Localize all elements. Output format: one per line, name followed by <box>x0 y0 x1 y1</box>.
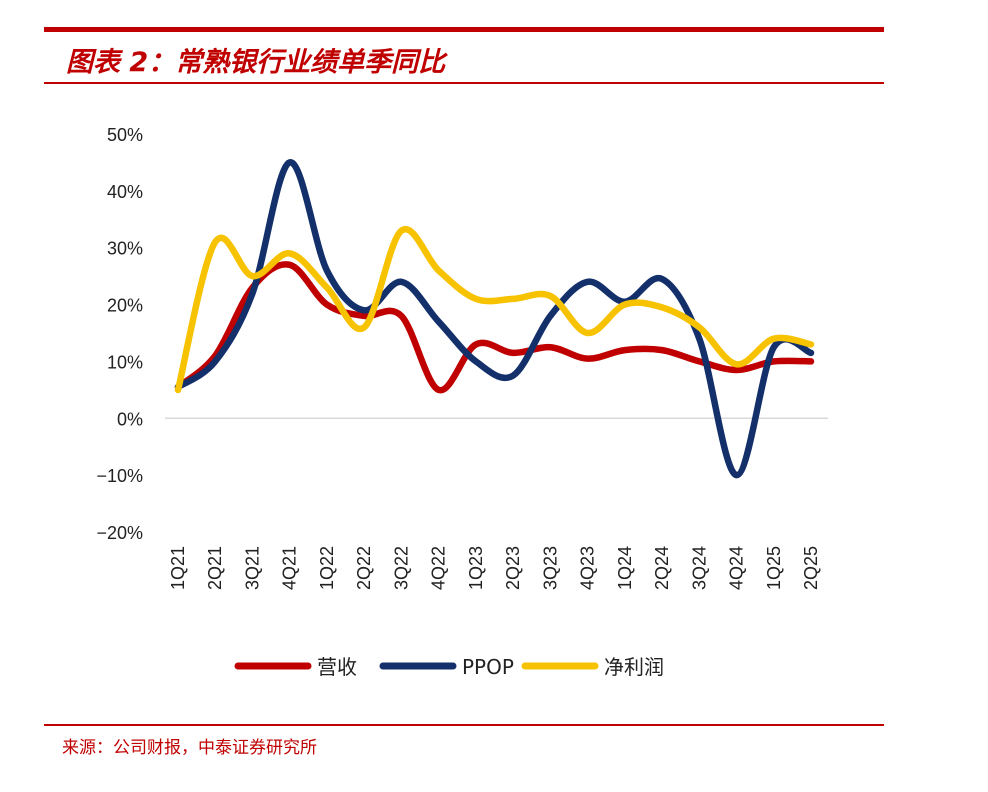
legend-label: PPOP <box>462 655 514 679</box>
x-tick-label: 2Q24 <box>652 546 672 590</box>
series-line-1 <box>174 159 815 479</box>
x-tick-label: 3Q24 <box>689 546 709 590</box>
x-tick-label: 1Q24 <box>615 546 635 590</box>
page-title: 图表 2：常熟银行业绩单季同比 <box>66 47 446 78</box>
x-tick-label: 1Q22 <box>317 546 337 590</box>
x-tick-label: 4Q21 <box>280 546 300 590</box>
x-tick-label: 1Q25 <box>764 546 784 590</box>
y-tick-label: −10% <box>96 466 143 486</box>
title-underline <box>44 82 884 84</box>
x-tick-label: 2Q23 <box>503 546 523 590</box>
x-tick-label: 2Q25 <box>801 546 821 590</box>
x-tick-label: 2Q22 <box>354 546 374 590</box>
y-tick-label: 10% <box>107 352 143 372</box>
x-tick-label: 3Q21 <box>242 546 262 590</box>
x-tick-label: 4Q24 <box>727 546 747 590</box>
y-tick-label: 30% <box>107 239 143 259</box>
series-line-0 <box>174 261 815 394</box>
y-tick-label: 50% <box>107 125 143 145</box>
legend-label: 净利润 <box>604 655 664 679</box>
y-tick-label: 0% <box>117 409 143 429</box>
x-tick-label: 3Q23 <box>540 546 560 590</box>
y-tick-label: 40% <box>107 182 143 202</box>
x-tick-label: 1Q21 <box>168 546 188 590</box>
top-rule-thick <box>44 27 884 32</box>
y-tick-label: −20% <box>96 523 143 543</box>
x-tick-label: 4Q22 <box>429 546 449 590</box>
source-note: 来源：公司财报，中泰证券研究所 <box>62 738 317 758</box>
y-tick-label: 20% <box>107 296 143 316</box>
legend-label: 营收 <box>317 655 357 679</box>
footer-rule <box>44 724 884 726</box>
x-tick-label: 3Q22 <box>391 546 411 590</box>
x-tick-label: 2Q21 <box>205 546 225 590</box>
series-line-2 <box>174 225 815 394</box>
x-tick-label: 4Q23 <box>578 546 598 590</box>
x-tick-label: 1Q23 <box>466 546 486 590</box>
